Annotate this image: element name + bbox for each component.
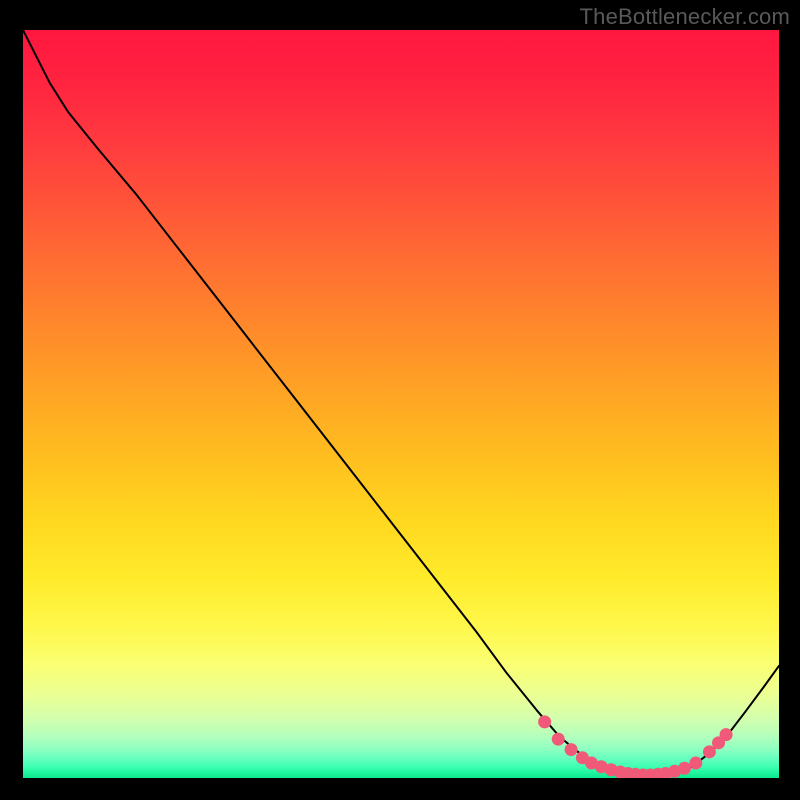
chart-marker (565, 743, 578, 756)
chart-plot-area (23, 30, 779, 778)
chart-marker (689, 757, 702, 770)
chart-marker (552, 733, 565, 746)
watermark-text: TheBottlenecker.com (580, 4, 790, 30)
chart-marker (720, 728, 733, 741)
chart-marker (678, 762, 691, 775)
chart-marker (538, 715, 551, 728)
chart-background-gradient (23, 30, 779, 778)
chart-svg (23, 30, 779, 778)
